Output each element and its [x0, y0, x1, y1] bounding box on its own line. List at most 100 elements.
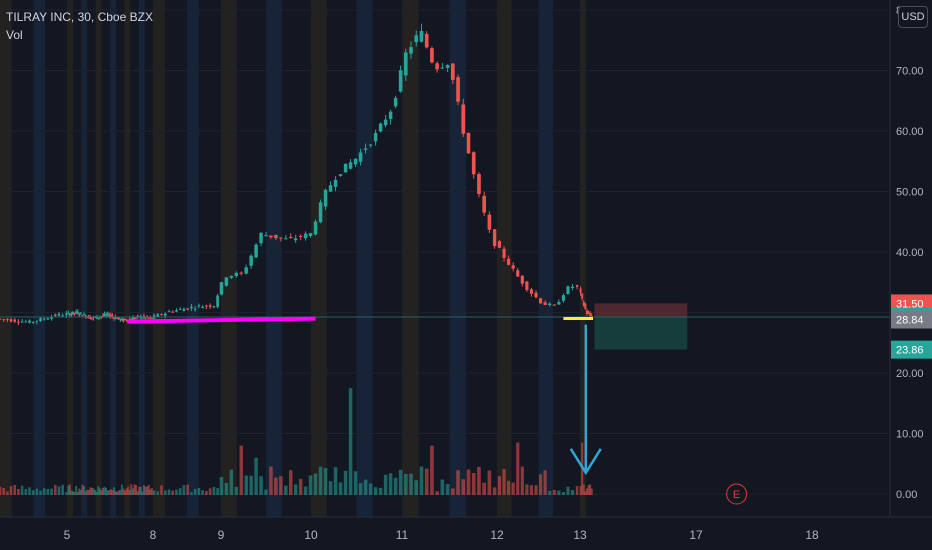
- candle-body: [584, 303, 587, 310]
- volume-bar: [466, 469, 471, 495]
- candle-body: [114, 316, 117, 319]
- candle-body: [31, 321, 35, 323]
- candle-body: [298, 235, 303, 237]
- candle-body: [131, 317, 134, 320]
- volume-bar: [97, 486, 100, 495]
- volume-bar: [81, 484, 84, 495]
- session-bands: [0, 0, 586, 517]
- candle-body: [529, 289, 534, 294]
- session-band: [356, 0, 373, 517]
- candle-body: [388, 111, 393, 119]
- currency-button[interactable]: USD: [898, 6, 928, 28]
- volume-bar: [419, 466, 424, 495]
- symbol-title: TILRAY INC, 30, Cboe BZX: [6, 10, 153, 24]
- candle-body: [219, 282, 224, 295]
- volume-bar: [109, 489, 112, 495]
- candle-body: [450, 63, 455, 80]
- volume-bar: [409, 473, 413, 495]
- volume-bar: [89, 487, 92, 495]
- session-band: [81, 0, 88, 517]
- volume-bar: [264, 489, 268, 495]
- volume-bar: [584, 491, 587, 495]
- candle-body: [13, 319, 17, 322]
- candle-body: [328, 185, 333, 192]
- volume-bar: [229, 469, 234, 495]
- candle-body: [0, 318, 2, 320]
- candle-body: [76, 311, 79, 314]
- volume-bar: [358, 483, 363, 495]
- candle-body: [313, 221, 318, 235]
- x-tick-label: 9: [218, 528, 225, 542]
- volume-bar: [152, 490, 156, 495]
- volume-bar: [79, 489, 82, 495]
- candle-body: [269, 235, 273, 238]
- candle-body: [511, 265, 515, 269]
- volume-bar: [368, 483, 373, 495]
- volume-bar: [61, 484, 64, 495]
- candle-body: [424, 33, 429, 48]
- volume-bar: [579, 485, 582, 495]
- volume-bar: [249, 475, 253, 495]
- volume-bar: [318, 466, 323, 495]
- volume-bar: [244, 475, 248, 495]
- volume-bar: [582, 484, 585, 495]
- candle-body: [570, 286, 575, 288]
- volume-bar: [124, 490, 127, 495]
- candle-body: [75, 311, 78, 314]
- volume-bar: [308, 475, 313, 495]
- candle-body: [430, 48, 434, 63]
- candle-body: [525, 281, 529, 290]
- down-arrow-head: [569, 448, 602, 476]
- candle-body: [2, 319, 5, 321]
- volume-bar: [90, 487, 93, 495]
- volume-bar: [101, 487, 104, 495]
- volume-bar: [39, 490, 42, 495]
- volume-bar: [46, 488, 50, 495]
- candle-body: [343, 163, 348, 173]
- volume-bar: [127, 486, 130, 495]
- candle-body: [303, 233, 308, 239]
- session-band: [402, 0, 419, 517]
- candle-body: [122, 318, 125, 322]
- y-tick-label: 60.00: [896, 126, 924, 138]
- volume-bar: [147, 484, 150, 495]
- volume-bar: [269, 466, 273, 495]
- volume-bar: [585, 488, 588, 495]
- candle-body: [419, 30, 424, 42]
- volume-bar: [24, 488, 28, 495]
- candle-body: [9, 319, 13, 322]
- session-band: [33, 0, 46, 517]
- candle-body: [186, 308, 189, 310]
- volume-bar: [76, 491, 79, 495]
- candle-body: [557, 301, 561, 305]
- session-band: [0, 0, 12, 517]
- volume-bar: [338, 482, 343, 495]
- volume-bar: [254, 457, 258, 495]
- candle-body: [28, 320, 31, 323]
- candle-body: [461, 104, 466, 134]
- volume-bar: [144, 486, 147, 495]
- session-band: [187, 0, 199, 517]
- volume-bar: [68, 484, 71, 495]
- volume-bar: [135, 484, 138, 495]
- volume-bar: [113, 487, 116, 495]
- session-band: [311, 0, 327, 517]
- volume-bar: [403, 474, 408, 495]
- volume-bar: [0, 486, 2, 495]
- candle-body: [383, 119, 388, 126]
- volume-bar: [163, 490, 167, 495]
- volume-bar: [100, 490, 103, 495]
- volume-bar: [289, 470, 293, 495]
- volume-bar: [208, 488, 212, 495]
- candle-body: [79, 312, 82, 314]
- volume-bar: [534, 485, 538, 495]
- volume-bar: [57, 486, 61, 495]
- candle-body: [89, 316, 92, 320]
- volume-bar: [328, 481, 333, 495]
- candle-body: [182, 308, 186, 312]
- volume-bar: [78, 488, 81, 495]
- session-band: [67, 0, 73, 517]
- volume-bar: [9, 486, 13, 495]
- candle-body: [274, 234, 278, 239]
